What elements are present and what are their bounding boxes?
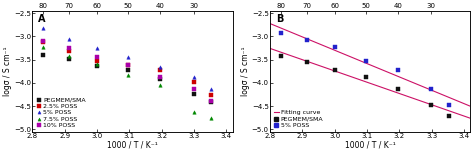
PEGMEM/SMA xyxy=(191,93,196,95)
5% POSS xyxy=(66,38,72,40)
2.5% POSS xyxy=(40,41,46,43)
7.5% POSS xyxy=(125,74,131,75)
2.5% POSS xyxy=(209,95,214,96)
5% POSS xyxy=(304,39,310,41)
2.5% POSS xyxy=(94,60,100,62)
Y-axis label: logσ / S cm⁻¹: logσ / S cm⁻¹ xyxy=(241,47,250,96)
PEGMEM/SMA xyxy=(446,116,452,117)
2.5% POSS xyxy=(191,81,196,82)
5% POSS xyxy=(191,76,196,78)
5% POSS xyxy=(157,66,163,68)
Legend: PEGMEM/SMA, 2.5% POSS, 5% POSS, 7.5% POSS, 10% POSS: PEGMEM/SMA, 2.5% POSS, 5% POSS, 7.5% POS… xyxy=(36,97,86,129)
5% POSS xyxy=(395,69,401,71)
PEGMEM/SMA xyxy=(304,61,310,63)
2.5% POSS xyxy=(157,69,163,71)
2.5% POSS xyxy=(125,64,131,66)
Line: 10% POSS: 10% POSS xyxy=(41,39,213,102)
7.5% POSS xyxy=(209,117,214,119)
X-axis label: 1000 / T / K⁻¹: 1000 / T / K⁻¹ xyxy=(345,140,396,149)
5% POSS xyxy=(363,60,368,62)
7.5% POSS xyxy=(94,63,100,65)
PEGMEM/SMA xyxy=(94,65,100,67)
10% POSS xyxy=(125,64,131,66)
Y-axis label: logσ / S cm⁻¹: logσ / S cm⁻¹ xyxy=(3,47,12,96)
Line: PEGMEM/SMA: PEGMEM/SMA xyxy=(41,53,213,104)
7.5% POSS xyxy=(157,84,163,86)
X-axis label: 1000 / T / K⁻¹: 1000 / T / K⁻¹ xyxy=(107,140,158,149)
PEGMEM/SMA xyxy=(40,54,46,56)
10% POSS xyxy=(66,47,72,49)
Line: 5% POSS: 5% POSS xyxy=(41,26,213,90)
PEGMEM/SMA xyxy=(395,88,401,89)
PEGMEM/SMA xyxy=(332,69,337,71)
10% POSS xyxy=(209,100,214,102)
5% POSS xyxy=(332,46,337,48)
5% POSS xyxy=(125,56,131,58)
PEGMEM/SMA xyxy=(428,104,434,106)
PEGMEM/SMA xyxy=(125,69,131,71)
Text: A: A xyxy=(38,15,46,24)
7.5% POSS xyxy=(40,46,46,48)
PEGMEM/SMA xyxy=(278,55,283,57)
10% POSS xyxy=(94,56,100,58)
5% POSS xyxy=(278,32,283,34)
Text: B: B xyxy=(276,15,283,24)
5% POSS xyxy=(94,47,100,49)
10% POSS xyxy=(157,76,163,78)
PEGMEM/SMA xyxy=(363,76,368,78)
5% POSS xyxy=(209,88,214,89)
5% POSS xyxy=(446,104,452,106)
Line: 5% POSS: 5% POSS xyxy=(279,31,451,107)
PEGMEM/SMA xyxy=(157,78,163,80)
5% POSS xyxy=(40,27,46,29)
Legend: Fitting curve, PEGMEM/SMA, 5% POSS: Fitting curve, PEGMEM/SMA, 5% POSS xyxy=(273,109,324,129)
5% POSS xyxy=(428,88,434,89)
10% POSS xyxy=(40,40,46,42)
10% POSS xyxy=(191,88,196,89)
2.5% POSS xyxy=(66,50,72,52)
PEGMEM/SMA xyxy=(209,102,214,103)
Line: 7.5% POSS: 7.5% POSS xyxy=(41,45,213,119)
7.5% POSS xyxy=(66,56,72,57)
Line: PEGMEM/SMA: PEGMEM/SMA xyxy=(279,54,451,118)
PEGMEM/SMA xyxy=(66,58,72,60)
Line: 2.5% POSS: 2.5% POSS xyxy=(41,40,213,97)
7.5% POSS xyxy=(191,111,196,113)
